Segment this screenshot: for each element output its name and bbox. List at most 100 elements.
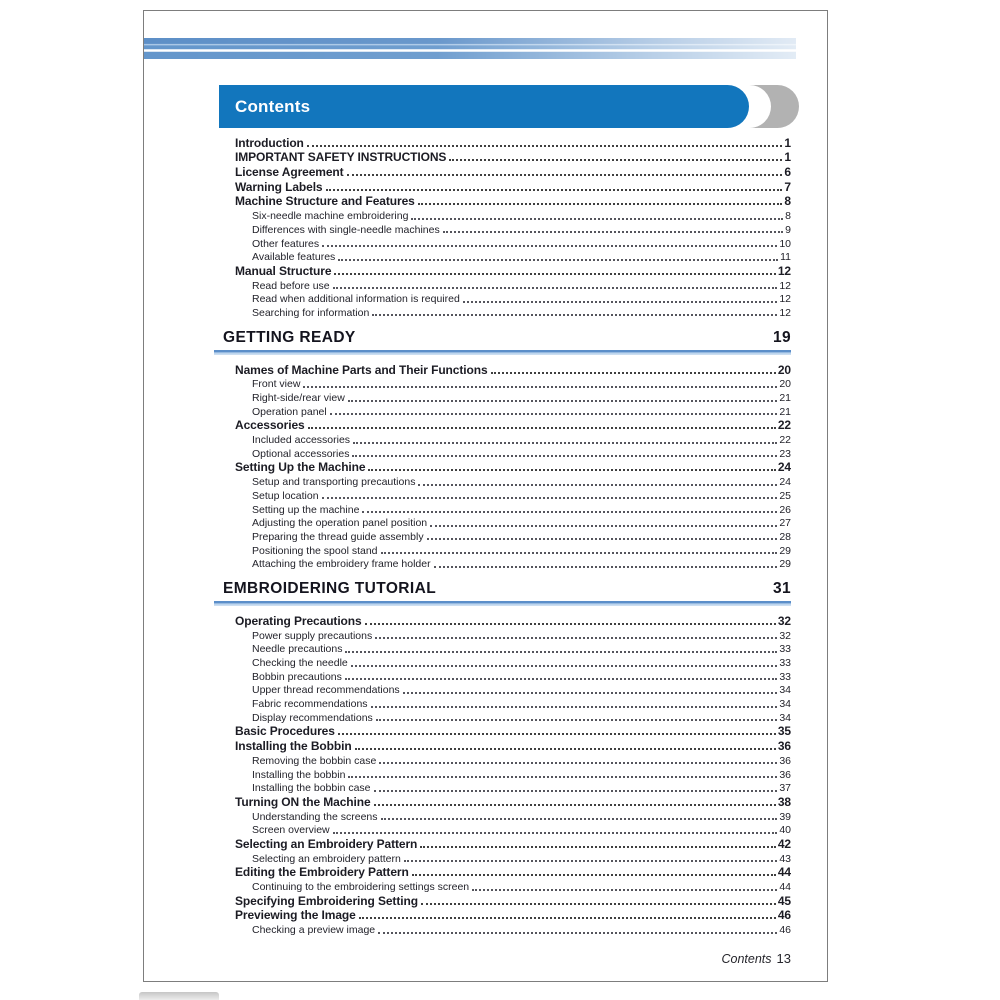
toc-entry: Adjusting the operation panel position 27 [252, 516, 791, 530]
toc-entry-label: Setup location [252, 489, 319, 502]
toc-entry-label: Specifying Embroidering Setting [235, 893, 418, 908]
dot-leader [338, 258, 779, 261]
toc-entry-page: 32 [777, 613, 791, 628]
toc-entry-label: Selecting an Embroidery Pattern [235, 836, 418, 851]
toc-entry-page: 34 [779, 711, 791, 724]
dot-leader [420, 845, 776, 848]
toc-entry-label: Names of Machine Parts and Their Functio… [235, 362, 488, 377]
dot-leader [358, 917, 776, 920]
toc-entry-page: 9 [785, 223, 791, 236]
toc-entry-label: Selecting an embroidery pattern [252, 852, 401, 865]
section-underline [214, 349, 791, 355]
toc-entry-label: Basic Procedures [235, 724, 335, 739]
toc-entry-label: Machine Structure and Features [235, 194, 415, 209]
banner-blue-pill: Contents [219, 85, 749, 128]
toc-entry: Bobbin precautions 33 [252, 669, 791, 683]
toc-entry-page: 21 [779, 392, 791, 404]
dot-leader [325, 188, 783, 191]
toc-section-page: 19 [772, 328, 791, 346]
toc-entry-label: Accessories [235, 418, 305, 433]
dot-leader [402, 691, 778, 694]
toc-entry-label: Screen overview [252, 824, 330, 837]
toc-entry-page: 40 [779, 824, 791, 837]
toc-entry-page: 33 [779, 643, 791, 656]
toc-entry-page: 29 [779, 544, 791, 557]
toc-entry-label: Checking the needle [252, 657, 348, 669]
toc-entry-label: Bobbin precautions [252, 670, 342, 683]
toc-entry-label: Installing the Bobbin [235, 739, 352, 754]
toc-entry: Fabric recommendations 34 [252, 696, 791, 710]
toc-section-label: EMBROIDERING TUTORIAL [223, 580, 437, 598]
toc-entry-label: Continuing to the embroidering settings … [252, 881, 470, 893]
toc-entry-label: Adjusting the operation panel position [252, 517, 428, 530]
dot-leader [347, 399, 778, 402]
toc-section-page: 31 [772, 580, 791, 598]
toc-entry-label: Setting up the machine [252, 503, 360, 516]
dot-leader [472, 888, 778, 891]
toc-entry: Setup location 25 [252, 488, 791, 502]
dot-leader [449, 159, 783, 162]
toc-entry: Preparing the thread guide assembly 28 [252, 529, 791, 543]
toc-entry-label: Operating Precautions [235, 613, 362, 628]
toc-section-row: GETTING READY 19 [223, 328, 791, 347]
toc-section-label: GETTING READY [223, 328, 356, 346]
toc-entry: Operation panel 21 [252, 404, 791, 418]
dot-leader [417, 203, 783, 206]
footer-page-number: 13 [776, 951, 791, 966]
toc-entry: Read before use 12 [252, 278, 791, 292]
manual-page: Contents Introduction 1 IMPORTANT SAFETY I… [143, 10, 828, 982]
toc-entry-page: 45 [777, 893, 791, 908]
toc-entry: Names of Machine Parts and Their Functio… [235, 362, 791, 377]
toc-entry-page: 42 [777, 836, 791, 851]
dot-leader [329, 413, 778, 416]
toc-entry-label: Setting Up the Machine [235, 460, 366, 475]
toc-entry-label: Power supply precautions [252, 629, 373, 642]
toc-entry: Differences with single-needle machines 9 [252, 222, 791, 236]
toc-entry: Installing the Bobbin 36 [235, 738, 791, 753]
dot-leader [403, 860, 778, 863]
toc-entry: Right-side/rear view 21 [252, 390, 791, 404]
toc-entry: Continuing to the embroidering settings … [252, 879, 791, 893]
page-footer: Contents 13 [223, 950, 792, 968]
toc-entry: Needle precautions 33 [252, 642, 791, 656]
dot-leader [373, 789, 778, 792]
dot-leader [372, 314, 778, 317]
toc-entry: Six-needle machine embroidering 8 [252, 208, 791, 222]
toc-entry-label: Upper thread recommendations [252, 684, 400, 697]
toc-entry-label: Needle precautions [252, 643, 343, 656]
toc-entry-label: Turning ON the Machine [235, 794, 371, 809]
toc-entry-label: Attaching the embroidery frame holder [252, 558, 431, 571]
dot-leader [426, 538, 778, 541]
dot-leader [332, 287, 778, 290]
toc-entry-page: 20 [777, 362, 791, 377]
toc-entry: IMPORTANT SAFETY INSTRUCTIONS 1 [235, 150, 791, 164]
toc-entry-label: Removing the bobbin case [252, 754, 377, 767]
toc: Introduction 1 IMPORTANT SAFETY INSTRUCTIO… [214, 135, 791, 936]
contents-banner: Contents [219, 85, 799, 128]
dot-leader [322, 245, 778, 247]
toc-entry-label: Setup and transporting precautions [252, 476, 416, 489]
dot-leader [332, 831, 778, 834]
section-underline [214, 601, 791, 607]
toc-entry: Available features 11 [252, 250, 791, 263]
dot-leader [346, 174, 783, 177]
next-page-stub [139, 992, 219, 1000]
toc-entry: Attaching the embroidery frame holder 29 [252, 557, 791, 571]
toc-entry-page: 12 [777, 263, 791, 278]
dot-leader [345, 650, 778, 653]
toc-section: EMBROIDERING TUTORIAL 31 [214, 579, 791, 607]
toc-entry: Setting Up the Machine 24 [235, 460, 791, 475]
toc-entry: Screen overview 40 [252, 823, 791, 837]
toc-entry: Installing the bobbin 36 [252, 767, 791, 781]
toc-entry: Power supply precautions 32 [252, 628, 791, 642]
toc-entry: Setting up the machine 26 [252, 502, 791, 516]
toc-entry-page: 43 [779, 852, 791, 865]
toc-entry-page: 25 [779, 489, 791, 502]
dot-leader [348, 776, 778, 778]
toc-entry-page: 8 [785, 210, 791, 223]
toc-entry-label: Right-side/rear view [252, 392, 345, 404]
dot-leader [462, 300, 778, 303]
toc-entry: Read when additional information is requ… [252, 292, 791, 305]
toc-entry-page: 27 [779, 517, 791, 530]
dot-leader [380, 552, 778, 555]
